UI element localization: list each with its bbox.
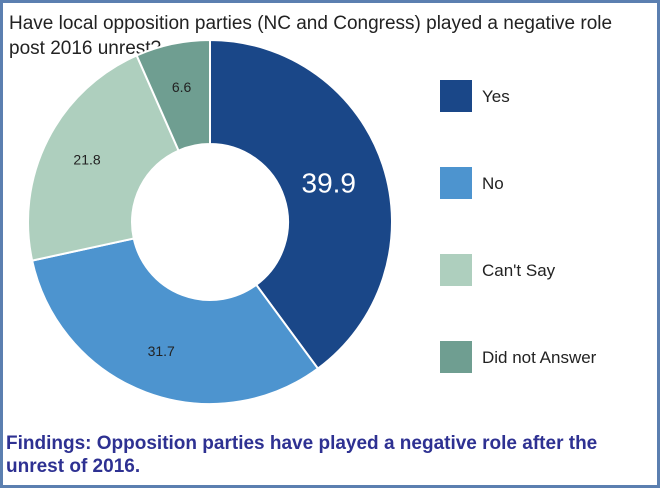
legend-item-did-not-answer: Did not Answer xyxy=(440,341,640,373)
data-label-did-not-answer: 6.6 xyxy=(172,79,192,95)
legend-swatch-cant-say xyxy=(440,254,472,286)
legend-label-cant-say: Can't Say xyxy=(482,261,556,280)
slice-yes xyxy=(209,38,393,370)
data-label-no: 31.7 xyxy=(148,343,175,359)
chart-title: Have local opposition parties (NC and Co… xyxy=(9,13,613,59)
legend-swatch-yes xyxy=(440,80,472,112)
slice-cant-say xyxy=(27,54,180,262)
slice-did-not-answer xyxy=(135,38,211,152)
legend-label-did-not-answer: Did not Answer xyxy=(482,348,597,367)
legend-swatch-did-not-answer xyxy=(440,341,472,373)
legend-label-no: No xyxy=(482,174,504,193)
legend-swatch-no xyxy=(440,167,472,199)
legend-item-yes: Yes xyxy=(440,80,640,112)
data-label-cant-say: 21.8 xyxy=(73,151,100,167)
findings-text: Findings: Opposition parties have played… xyxy=(6,433,598,477)
data-label-yes: 39.9 xyxy=(302,167,357,198)
slice-no xyxy=(30,237,320,405)
legend-item-cant-say: Can't Say xyxy=(440,254,640,286)
legend-label-yes: Yes xyxy=(482,87,510,106)
legend-item-no: No xyxy=(440,167,640,199)
